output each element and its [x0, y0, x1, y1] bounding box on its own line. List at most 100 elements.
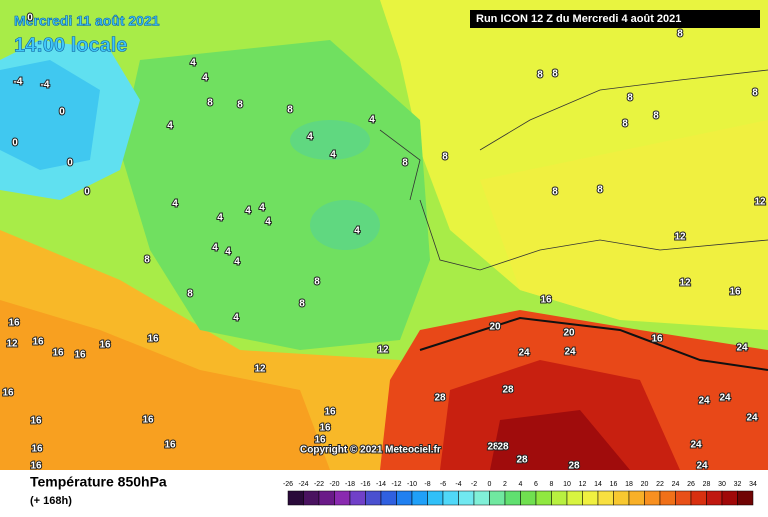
- contour-label: 0: [67, 158, 73, 169]
- contour-label: 20: [563, 328, 575, 339]
- legend-swatch: [520, 490, 537, 506]
- legend-tick-label: 20: [641, 481, 649, 488]
- legend-tick-label: 30: [718, 481, 726, 488]
- contour-label: 8: [627, 93, 633, 104]
- contour-label: 16: [164, 440, 176, 451]
- contour-label: 28: [487, 442, 499, 453]
- contour-label: 4: [234, 257, 240, 268]
- legend-swatch: [675, 490, 692, 506]
- contour-label: 16: [729, 287, 741, 298]
- legend-swatch: [659, 490, 676, 506]
- legend-swatch: [737, 490, 754, 506]
- legend-tick-label: 2: [503, 481, 507, 488]
- contour-label: 4: [307, 132, 313, 143]
- contour-label: 8: [144, 255, 150, 266]
- contour-label: 28: [516, 455, 528, 466]
- legend-swatch: [690, 490, 707, 506]
- contour-label: 16: [651, 334, 663, 345]
- contour-label: 0: [59, 107, 65, 118]
- legend-swatch: [303, 490, 320, 506]
- legend-tick-label: -10: [407, 481, 417, 488]
- contour-label: 16: [52, 348, 64, 359]
- legend-swatch: [427, 490, 444, 506]
- contour-label: 8: [442, 152, 448, 163]
- contour-label: 4: [217, 213, 223, 224]
- contour-label: 24: [698, 396, 710, 407]
- legend-swatch: [628, 490, 645, 506]
- legend-tick-label: 16: [610, 481, 618, 488]
- contour-label: 24: [696, 461, 708, 472]
- legend-tick-label: -26: [283, 481, 293, 488]
- contour-label: 8: [537, 70, 543, 81]
- contour-label: 12: [679, 278, 691, 289]
- contour-label: 16: [31, 444, 43, 455]
- contour-label: 16: [30, 461, 42, 472]
- contour-label: 0: [27, 13, 33, 24]
- legend-swatch: [582, 490, 599, 506]
- legend-tick-label: -8: [424, 481, 430, 488]
- legend-swatch: [566, 490, 583, 506]
- contour-label: 8: [552, 187, 558, 198]
- contour-label: 24: [564, 347, 576, 358]
- legend-tick-label: 14: [594, 481, 602, 488]
- contour-label: 16: [30, 416, 42, 427]
- legend-swatch: [287, 490, 304, 506]
- warm-zone: [480, 120, 768, 320]
- contour-label: 16: [314, 435, 326, 446]
- legend-tick-label: -16: [360, 481, 370, 488]
- legend-tick-label: 32: [734, 481, 742, 488]
- legend-swatch: [473, 490, 490, 506]
- legend-tick-label: 4: [519, 481, 523, 488]
- contour-label: 12: [377, 345, 389, 356]
- copyright: Copyright © 2021 Meteociel.fr: [300, 445, 441, 456]
- contour-label: 4: [354, 226, 360, 237]
- contour-label: 8: [552, 69, 558, 80]
- legend-tick-label: 0: [488, 481, 492, 488]
- orange-zone: [0, 300, 330, 470]
- contour-label: 4: [225, 247, 231, 258]
- contour-label: 8: [187, 289, 193, 300]
- contour-label: 24: [518, 348, 530, 359]
- contour-label: 4: [202, 73, 208, 84]
- legend-tick-label: -12: [391, 481, 401, 488]
- legend-tick-label: -18: [345, 481, 355, 488]
- contour-label: 4: [245, 206, 251, 217]
- contour-label: 8: [207, 98, 213, 109]
- legend-tick-label: 24: [672, 481, 680, 488]
- contour-label: 28: [502, 385, 514, 396]
- contour-label: 16: [147, 334, 159, 345]
- legend-swatch: [411, 490, 428, 506]
- contour-label: 24: [736, 343, 748, 354]
- contour-label: 8: [402, 158, 408, 169]
- contour-label: 8: [653, 111, 659, 122]
- run-label: Run ICON 12 Z du Mercredi 4 août 2021: [476, 13, 681, 25]
- legend-swatch: [442, 490, 459, 506]
- contour-label: 24: [719, 393, 731, 404]
- legend-swatch: [365, 490, 382, 506]
- contour-label: 20: [489, 322, 501, 333]
- cool-cell: [310, 200, 380, 250]
- contour-label: 8: [677, 29, 683, 40]
- cold-zone: [0, 60, 100, 170]
- legend-swatch: [318, 490, 335, 506]
- contour-label: 12: [254, 364, 266, 375]
- contour-label: 8: [752, 88, 758, 99]
- legend-tick-label: 28: [703, 481, 711, 488]
- legend-tick-label: 6: [534, 481, 538, 488]
- contour-label: 4: [172, 199, 178, 210]
- contour-label: 4: [167, 121, 173, 132]
- legend-tick-label: 22: [656, 481, 664, 488]
- contour-label: 4: [212, 243, 218, 254]
- legend-tick-label: 18: [625, 481, 633, 488]
- contour-label: -4: [41, 80, 50, 91]
- legend-tick-label: 26: [687, 481, 695, 488]
- legend-swatch: [551, 490, 568, 506]
- footer-lead: (+ 168h): [30, 495, 72, 507]
- legend-tick-label: -2: [471, 481, 477, 488]
- legend-tick-label: -4: [455, 481, 461, 488]
- contour-label: 12: [6, 339, 18, 350]
- legend-swatch: [396, 490, 413, 506]
- color-legend: -26 -24 -22 -20 -18 -16 -14 -12 -10 -8 -6 -4 -2 0 2 4 6 8…: [283, 481, 757, 506]
